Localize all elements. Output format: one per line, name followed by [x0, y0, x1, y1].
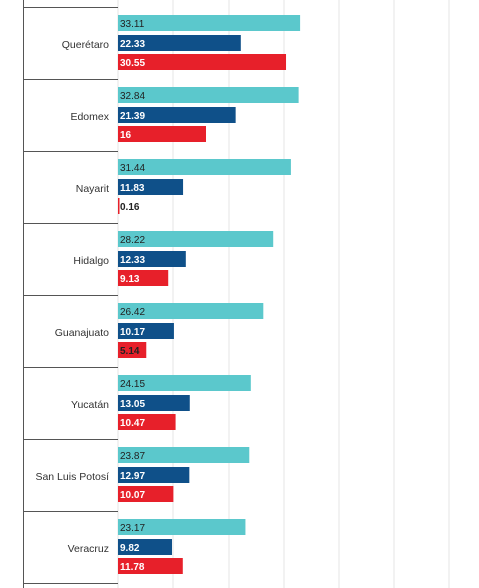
bar-value-label: 26.42 — [120, 307, 145, 318]
bar — [118, 231, 274, 247]
bar — [118, 375, 251, 391]
bar — [118, 303, 264, 319]
bar — [118, 414, 176, 430]
bar-value-label: 33.11 — [120, 19, 145, 30]
bar-value-label: 24.15 — [120, 379, 145, 390]
bar-value-label: 9.82 — [120, 543, 140, 554]
bar-value-label: 0.16 — [120, 202, 140, 213]
bar-value-label: 28.22 — [120, 235, 145, 246]
bar — [118, 54, 287, 70]
category-label: Hidalgo — [73, 255, 109, 267]
bar-value-label: 11.83 — [120, 183, 145, 194]
bar-value-label: 10.07 — [120, 490, 145, 501]
bar — [118, 558, 183, 574]
bar — [118, 107, 236, 123]
bar — [118, 323, 174, 339]
bar-value-label: 12.97 — [120, 471, 145, 482]
bar-value-label: 21.39 — [120, 111, 145, 122]
bar — [118, 270, 169, 286]
category-label: Edomex — [70, 111, 109, 123]
bar — [118, 35, 241, 51]
bar-value-label: 10.17 — [120, 327, 145, 338]
bar-value-label: 10.47 — [120, 418, 145, 429]
bar-value-label: 23.17 — [120, 523, 145, 534]
bar — [118, 251, 186, 267]
bar — [118, 179, 184, 195]
category-label: Guanajuato — [55, 327, 109, 339]
category-label: Nayarit — [76, 183, 109, 195]
bar — [118, 87, 299, 103]
bar — [118, 126, 206, 142]
bar-value-label: 11.78 — [120, 562, 145, 573]
category-label: Veracruz — [68, 543, 109, 555]
bar-value-label: 9.13 — [120, 274, 140, 285]
bar-value-label: 32.84 — [120, 91, 145, 102]
category-label: Yucatán — [71, 399, 109, 411]
bar-value-label: 31.44 — [120, 163, 145, 174]
bar-value-label: 23.87 — [120, 451, 145, 462]
bar-value-label: 5.14 — [120, 346, 140, 357]
bar — [118, 395, 190, 411]
bar — [118, 15, 301, 31]
bar-value-label: 22.33 — [120, 39, 145, 50]
bar-value-label: 12.33 — [120, 255, 145, 266]
category-label: Querétaro — [62, 39, 109, 51]
bar — [118, 447, 250, 463]
bar-value-label: 13.05 — [120, 399, 145, 410]
bar — [118, 198, 120, 214]
bar — [118, 342, 147, 358]
bar — [118, 539, 173, 555]
bar — [118, 486, 174, 502]
bar-value-label: 16 — [120, 130, 132, 141]
category-label: San Luis Potosí — [35, 471, 109, 483]
bar — [118, 159, 291, 175]
bar — [118, 519, 246, 535]
bar-value-label: 30.55 — [120, 58, 145, 69]
bar — [118, 467, 190, 483]
